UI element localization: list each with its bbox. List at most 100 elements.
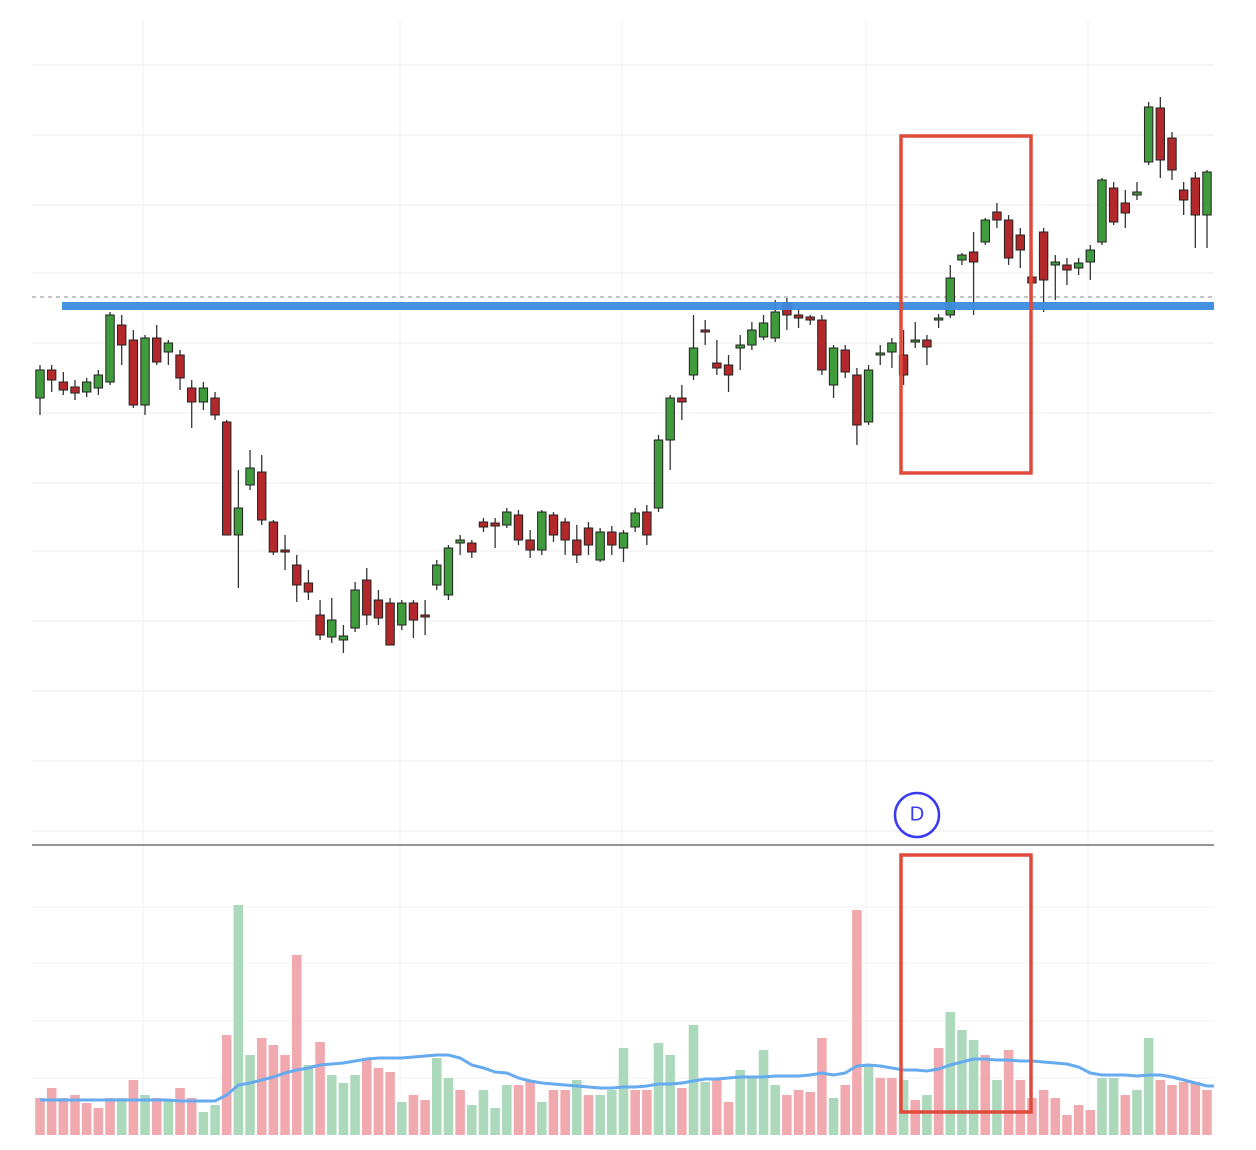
candle-body	[478, 521, 489, 528]
candle-body	[712, 362, 722, 369]
volume-bar	[712, 1080, 722, 1135]
volume-bar	[1050, 1098, 1061, 1135]
candle-body	[770, 311, 780, 339]
volume-bar	[58, 1098, 69, 1135]
volume-bar	[665, 1055, 675, 1135]
candle-body	[1143, 106, 1154, 163]
candle-body	[397, 602, 407, 626]
volume-bar	[221, 1035, 232, 1135]
volume-bar	[1178, 1082, 1189, 1135]
candle-body	[735, 344, 745, 349]
volume-bar	[1027, 1098, 1037, 1135]
candle-body	[572, 539, 582, 556]
candle-body	[408, 602, 419, 621]
candle-body	[875, 352, 885, 356]
candle-body	[455, 539, 465, 544]
volume-bar	[537, 1102, 547, 1135]
candle-body	[747, 329, 757, 346]
candle-body	[1003, 219, 1014, 259]
volume-bar	[863, 1065, 874, 1135]
candle-body	[537, 511, 547, 551]
volume-bar	[175, 1088, 185, 1135]
volume-bar	[198, 1112, 209, 1135]
volume-bar	[443, 1078, 454, 1135]
volume-bar	[840, 1085, 851, 1135]
candle-body	[93, 374, 104, 389]
candle-body	[630, 512, 640, 528]
volume-bar	[805, 1092, 816, 1135]
candle-body	[210, 397, 220, 416]
volume-bar	[70, 1095, 80, 1135]
candle-body	[105, 314, 115, 383]
candle-body	[513, 514, 524, 541]
volume-bar	[1143, 1038, 1154, 1135]
candle-body	[560, 521, 570, 541]
volume-bar	[1167, 1085, 1177, 1135]
candle-body	[1038, 231, 1049, 281]
marker-label: D	[910, 803, 924, 825]
candle-body	[280, 549, 290, 553]
candle-body	[852, 374, 862, 426]
volume-bar	[1015, 1080, 1026, 1135]
volume-bar	[361, 1058, 372, 1135]
volume-bar	[455, 1090, 465, 1135]
volume-bar	[770, 1085, 780, 1135]
candle-body	[1178, 189, 1189, 201]
candle-body	[968, 251, 979, 263]
candle-body	[467, 542, 477, 553]
volume-bar	[1085, 1110, 1096, 1135]
candle-body	[1015, 234, 1025, 251]
volume-bar	[700, 1082, 710, 1135]
volume-bar	[992, 1080, 1002, 1135]
volume-bar	[326, 1075, 337, 1135]
volume-bar	[151, 1098, 162, 1135]
candle-body	[945, 277, 955, 316]
candle-body	[677, 397, 687, 403]
candle-body	[992, 211, 1002, 221]
volume-bar	[1038, 1090, 1049, 1135]
candle-body	[350, 589, 360, 629]
candle-body	[187, 387, 197, 403]
candle-body	[1108, 187, 1119, 223]
candle-body	[653, 439, 664, 509]
volume-bar	[735, 1070, 745, 1135]
candle-body	[1073, 262, 1084, 269]
candle-body	[163, 342, 174, 353]
volume-bar	[723, 1102, 734, 1135]
marker-circle	[893, 791, 941, 839]
candle-body	[910, 339, 920, 343]
volume-bar	[350, 1075, 360, 1135]
volume-bar	[163, 1100, 174, 1135]
volume-average	[40, 1053, 1214, 1103]
candle-body	[887, 342, 897, 353]
volume-bar	[490, 1108, 500, 1135]
volume-bar	[303, 1065, 314, 1135]
volume-bar	[618, 1048, 629, 1135]
candle-body	[607, 531, 617, 546]
candle-body	[327, 619, 337, 638]
candle-body	[688, 347, 699, 376]
volume-bar	[630, 1090, 640, 1135]
candle-body	[81, 381, 92, 393]
volume-bar	[478, 1090, 489, 1135]
volume-bar	[408, 1095, 419, 1135]
candle-body	[700, 329, 710, 333]
candle-body	[1202, 171, 1212, 216]
candle-body	[140, 337, 150, 406]
candle-body	[1190, 177, 1201, 216]
candle-body	[1120, 202, 1131, 214]
candle-body	[828, 347, 839, 386]
volume-bar	[747, 1078, 757, 1135]
candle-body	[1050, 261, 1060, 266]
volume-bar	[852, 910, 862, 1135]
volume-bar	[233, 905, 244, 1135]
volume-bar	[1132, 1090, 1142, 1135]
volume-bar	[467, 1105, 477, 1135]
volume-bar	[1202, 1090, 1212, 1135]
candle-body	[980, 219, 990, 243]
volume-bar	[875, 1078, 886, 1135]
candle-body	[420, 614, 430, 618]
volume-bar	[268, 1045, 279, 1135]
plot: D	[32, 64, 1214, 1135]
candle-body	[525, 539, 535, 551]
